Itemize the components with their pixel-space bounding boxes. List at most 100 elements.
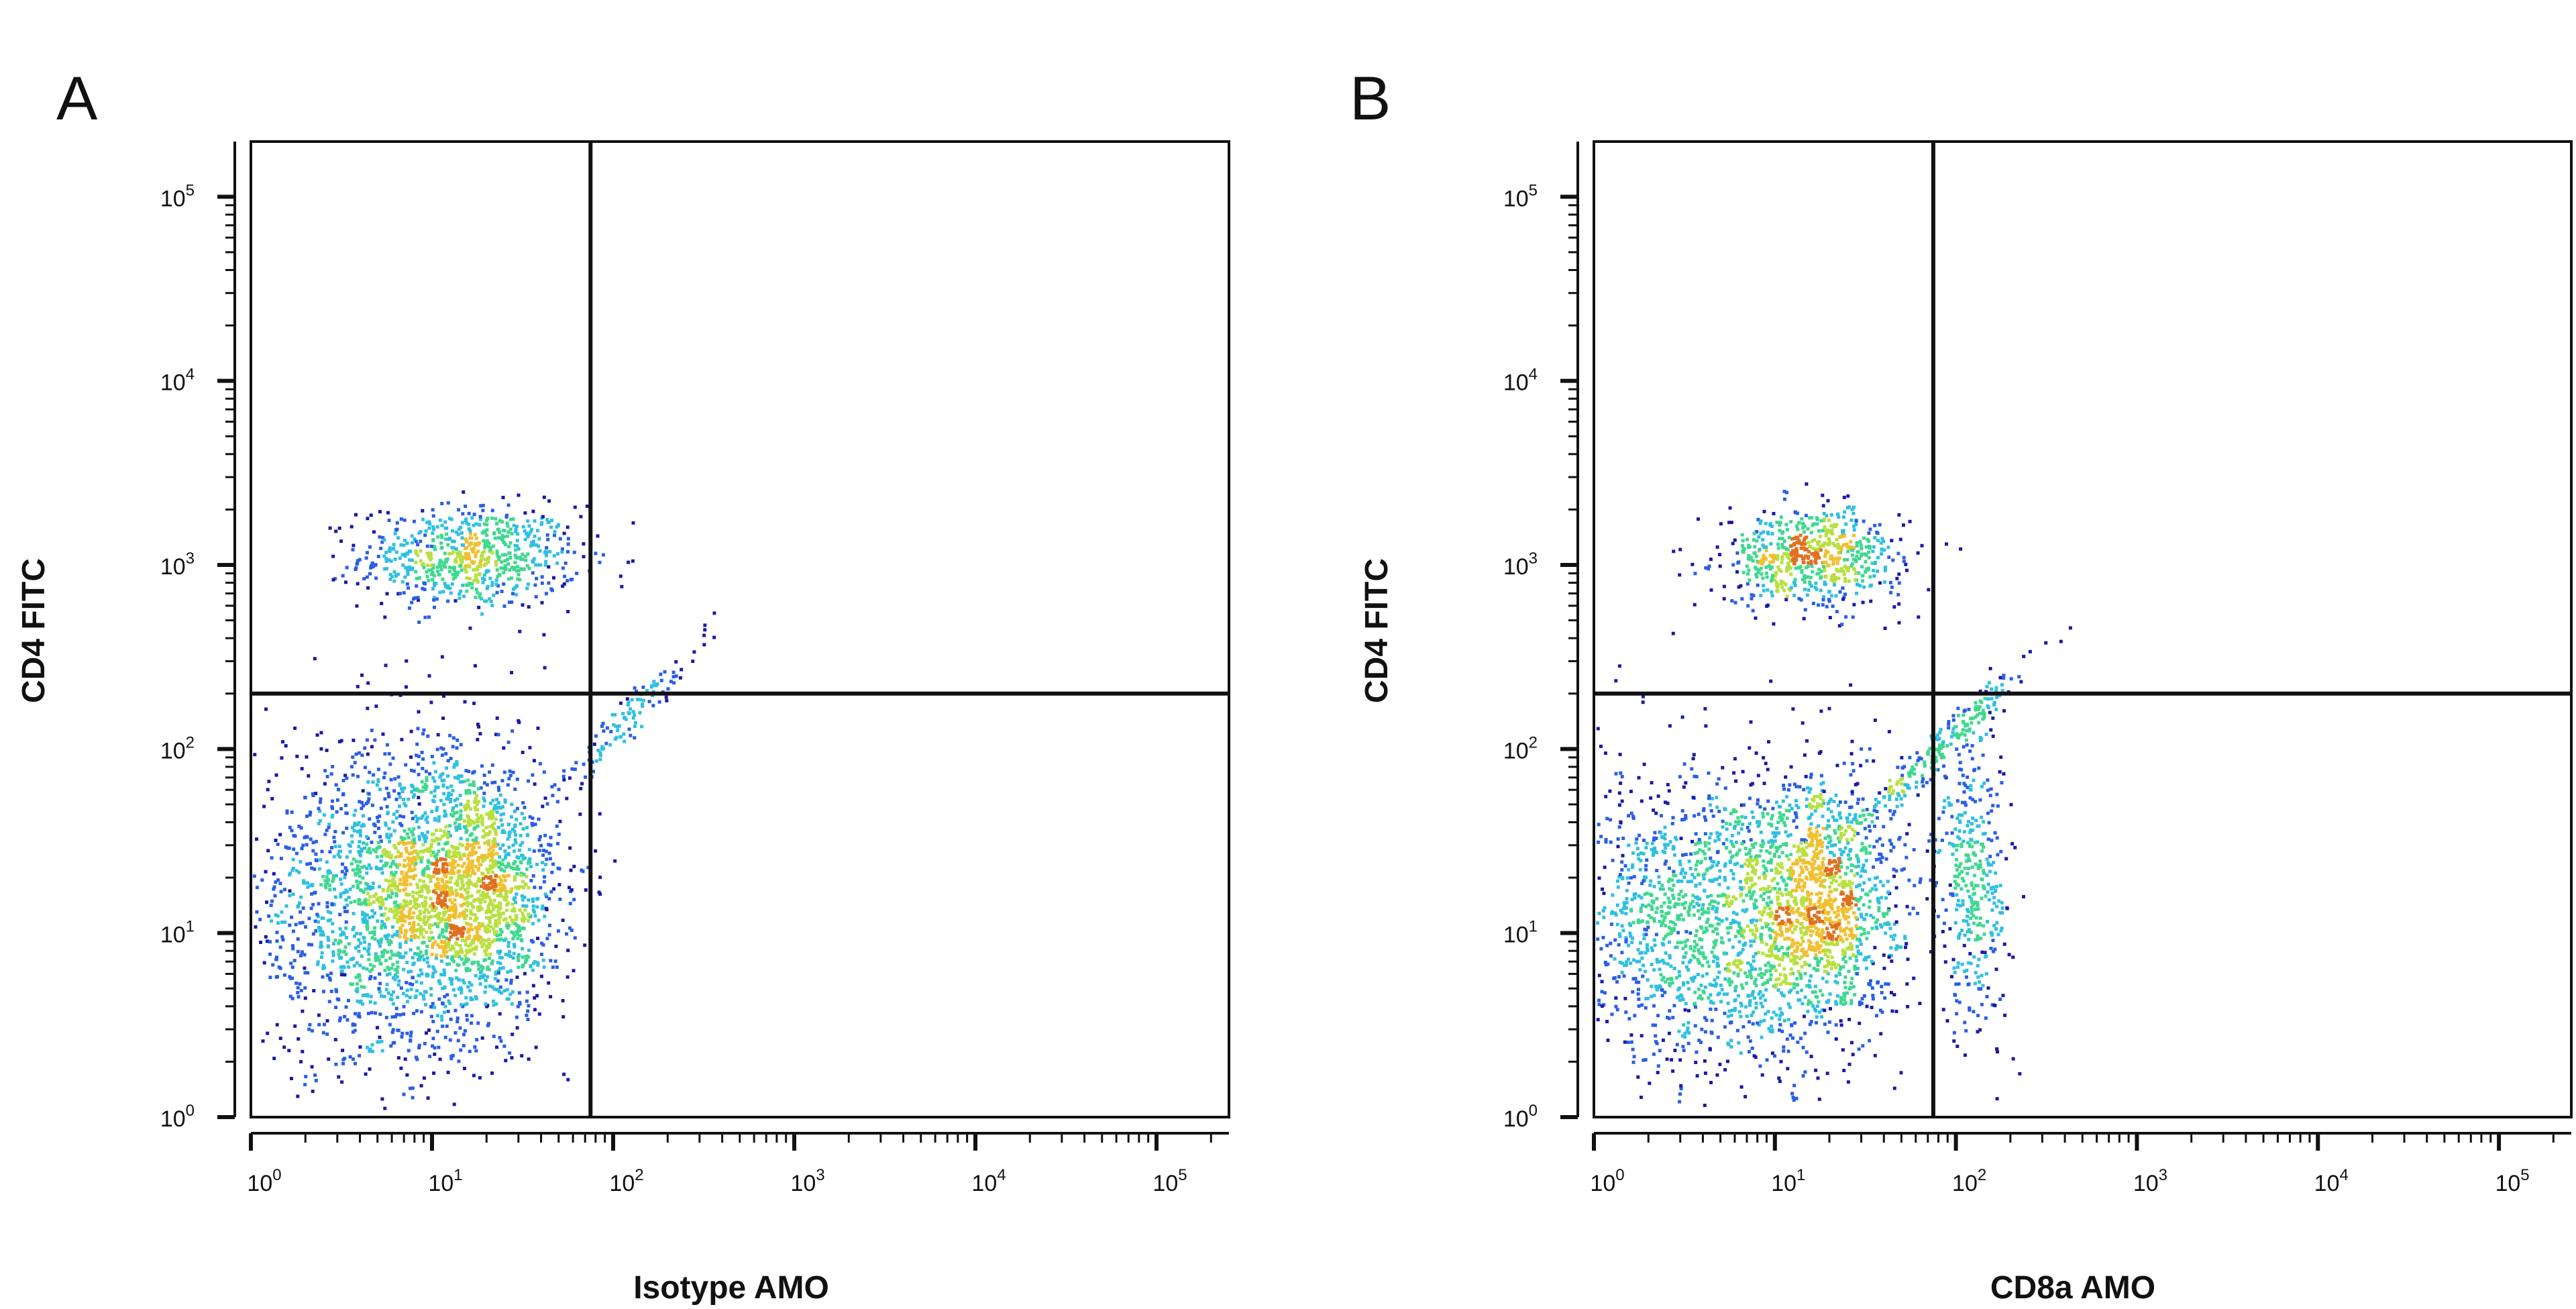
data-point xyxy=(312,989,315,992)
data-point xyxy=(393,906,396,910)
data-point xyxy=(476,738,479,741)
data-point xyxy=(432,1071,435,1075)
data-point xyxy=(445,874,448,878)
data-point xyxy=(517,887,520,890)
x-tick-label: 104 xyxy=(971,1166,1006,1196)
data-point xyxy=(426,961,429,964)
data-point xyxy=(549,995,552,998)
data-point xyxy=(424,896,427,900)
data-point xyxy=(518,991,521,994)
data-point xyxy=(317,1014,321,1017)
data-point xyxy=(343,945,347,949)
data-point xyxy=(467,886,470,890)
data-point xyxy=(557,833,561,836)
data-point xyxy=(479,515,482,519)
data-point xyxy=(500,819,503,822)
data-point xyxy=(1844,523,1847,526)
data-point xyxy=(482,835,485,839)
data-point xyxy=(1852,567,1856,570)
data-point xyxy=(1808,516,1811,519)
data-point xyxy=(437,894,440,897)
data-point xyxy=(488,814,491,817)
data-point xyxy=(399,919,402,923)
data-point xyxy=(1862,586,1866,589)
data-point xyxy=(499,806,502,810)
data-point xyxy=(623,716,627,719)
data-point xyxy=(313,1074,317,1077)
data-point xyxy=(557,883,561,886)
data-point xyxy=(305,843,309,847)
data-point xyxy=(286,811,289,815)
data-point xyxy=(1786,555,1789,558)
data-point xyxy=(1833,523,1836,527)
data-point xyxy=(345,566,349,569)
data-point xyxy=(342,950,345,953)
data-point xyxy=(362,890,366,894)
data-point xyxy=(474,865,478,868)
data-point xyxy=(491,509,494,512)
data-point xyxy=(403,539,407,542)
data-point xyxy=(441,878,444,881)
data-point xyxy=(343,1057,346,1060)
data-point xyxy=(552,576,555,580)
data-point xyxy=(1803,753,1807,757)
data-point xyxy=(533,519,537,523)
data-point xyxy=(549,843,553,847)
data-point xyxy=(482,959,486,962)
data-point xyxy=(1822,827,1825,830)
data-point xyxy=(311,1029,314,1033)
data-point xyxy=(411,976,415,980)
data-point xyxy=(471,871,474,874)
data-point xyxy=(413,520,416,523)
data-point xyxy=(512,843,515,847)
data-point xyxy=(405,552,409,555)
data-point xyxy=(466,838,469,841)
data-point xyxy=(1816,518,1819,521)
data-point xyxy=(1811,552,1814,556)
data-point xyxy=(1898,582,1901,585)
data-point xyxy=(472,961,476,964)
data-point xyxy=(584,888,588,892)
data-point xyxy=(263,961,266,965)
data-point xyxy=(390,880,394,883)
data-point xyxy=(1795,977,1799,980)
data-point xyxy=(423,900,427,903)
data-point xyxy=(496,934,499,937)
data-point xyxy=(498,1012,502,1016)
data-point xyxy=(511,532,514,535)
data-point xyxy=(515,918,518,921)
data-point xyxy=(1857,572,1860,575)
data-point xyxy=(322,990,325,993)
data-point xyxy=(1845,558,1849,562)
data-point xyxy=(1734,601,1737,605)
data-point xyxy=(528,746,531,749)
data-point xyxy=(301,1050,304,1053)
data-point xyxy=(502,496,505,499)
data-point xyxy=(443,830,446,833)
data-point xyxy=(313,868,316,871)
data-point xyxy=(475,1038,478,1041)
data-point xyxy=(475,794,478,797)
data-point xyxy=(431,508,435,511)
data-point xyxy=(413,961,416,965)
data-point xyxy=(502,896,506,899)
data-point xyxy=(629,707,632,711)
data-point xyxy=(409,755,413,759)
data-point xyxy=(473,770,476,774)
data-point xyxy=(1731,542,1735,545)
data-point xyxy=(427,520,431,523)
data-point xyxy=(633,736,636,739)
data-point xyxy=(441,866,445,870)
data-point xyxy=(580,782,584,786)
data-point xyxy=(340,882,343,886)
data-point xyxy=(409,982,412,986)
data-point xyxy=(398,815,402,818)
data-point xyxy=(453,574,457,578)
data-point xyxy=(383,1107,386,1110)
data-point xyxy=(371,915,374,919)
data-point xyxy=(533,996,536,1000)
data-point xyxy=(419,950,423,953)
data-point xyxy=(498,967,502,970)
data-point xyxy=(449,877,452,880)
data-point xyxy=(401,564,405,567)
